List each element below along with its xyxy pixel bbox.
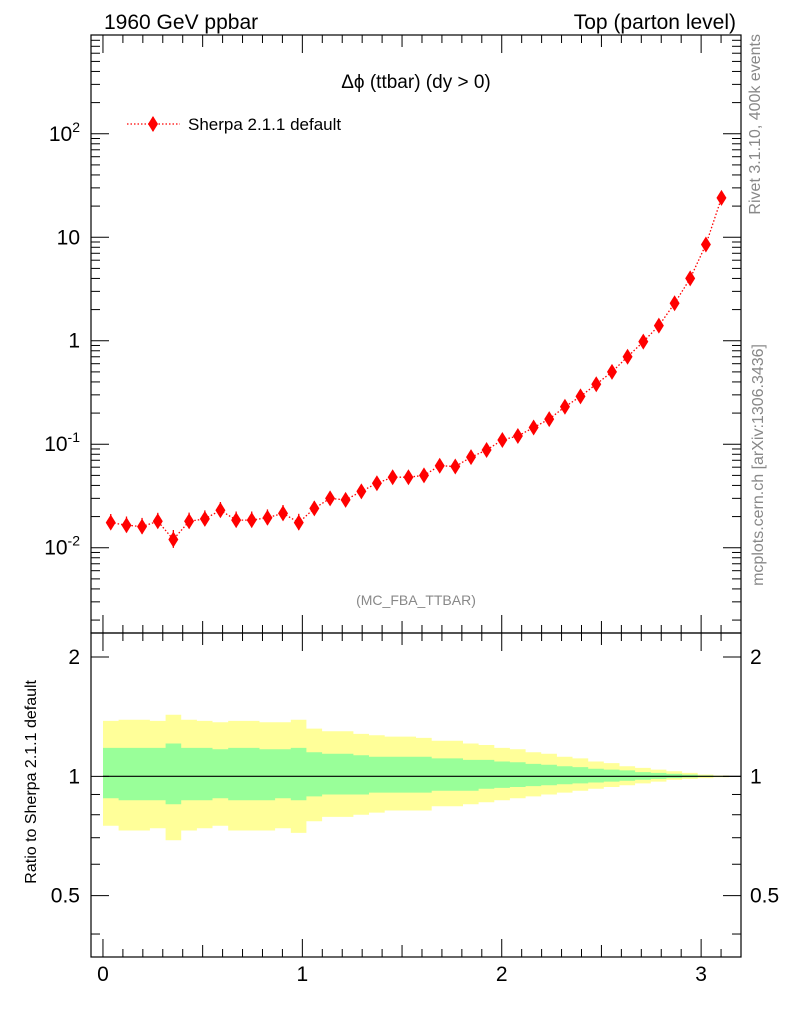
data-point [418, 467, 429, 484]
watermark-label: (MC_FBA_TTBAR) [356, 592, 476, 608]
data-point [669, 295, 680, 312]
data-point [450, 458, 461, 475]
x-tick-label: 0 [97, 963, 109, 986]
data-point [278, 505, 289, 522]
data-point [481, 441, 492, 458]
data-point [685, 270, 696, 287]
ratio-y-axis-label: Ratio to Sherpa 2.1.1 default [23, 679, 40, 883]
x-tick-label: 3 [695, 963, 707, 986]
ratio-axes-group: 0 1 2 3 0.5 0.5 1 1 2 2 [51, 632, 779, 986]
ratio-bands-group [102, 714, 741, 841]
data-point [231, 512, 242, 529]
data-point [371, 475, 382, 492]
ratio-y-tick-label-right: 0.5 [750, 885, 779, 908]
ratio-y-tick-label: 0.5 [51, 885, 80, 908]
x-tick-label: 2 [496, 963, 508, 986]
data-point [466, 449, 477, 466]
y-tick-label: 10-2 [44, 533, 80, 560]
side-rivet-label: Rivet 3.1.10, 400k events [747, 34, 764, 215]
data-point [512, 428, 523, 445]
data-point [184, 513, 195, 530]
legend-label-sherpa: Sherpa 2.1.1 default [188, 115, 341, 134]
y-tick-label: 10-1 [44, 429, 80, 456]
series-line [110, 197, 723, 541]
y-tick-label: 1 [68, 330, 80, 353]
data-point [606, 363, 617, 380]
ratio-y-tick-label-right: 1 [750, 765, 762, 788]
data-point [262, 509, 273, 526]
data-point [121, 517, 132, 534]
data-point [638, 333, 649, 350]
data-point [356, 483, 367, 500]
data-point [559, 398, 570, 415]
data-point [591, 376, 602, 393]
data-point [105, 514, 116, 531]
data-point [309, 500, 320, 517]
ratio-frame [90, 632, 742, 958]
side-mcplots-label: mcplots.cern.ch [arXiv:1306.3436] [750, 344, 767, 586]
data-point [168, 531, 179, 548]
ratio-plot-panel: 0 1 2 3 0.5 0.5 1 1 2 2 [51, 632, 779, 986]
data-point [325, 490, 336, 507]
header-right-label: Top (parton level) [574, 11, 736, 34]
main-plot-title: Δϕ (ttbar) (dy > 0) [341, 72, 491, 93]
y-tick-label: 10 [57, 226, 80, 249]
header-left-label: 1960 GeV ppbar [104, 11, 258, 34]
x-tick-label: 1 [297, 963, 309, 986]
data-point [215, 502, 226, 519]
data-point [246, 512, 257, 529]
data-point [544, 411, 555, 428]
data-point [293, 514, 304, 531]
data-point [434, 457, 445, 474]
y-tick-label: 102 [49, 119, 80, 146]
ratio-band-inner [103, 743, 729, 805]
legend-marker [148, 116, 158, 132]
data-point [199, 510, 210, 527]
data-point [137, 518, 148, 535]
data-point [403, 469, 414, 486]
data-point [340, 491, 351, 508]
data-point [387, 469, 398, 486]
ratio-y-tick-label: 1 [68, 765, 80, 788]
data-point [716, 189, 727, 206]
data-point [700, 236, 711, 253]
ratio-y-tick-label-right: 2 [750, 646, 762, 669]
data-point [528, 419, 539, 436]
data-point [575, 388, 586, 405]
main-series-group [105, 189, 727, 548]
legend: Sherpa 2.1.1 default [127, 115, 341, 134]
ratio-y-tick-label: 2 [68, 646, 80, 669]
data-point [152, 513, 163, 530]
data-point [622, 348, 633, 365]
data-point [497, 431, 508, 448]
data-point [653, 317, 664, 334]
